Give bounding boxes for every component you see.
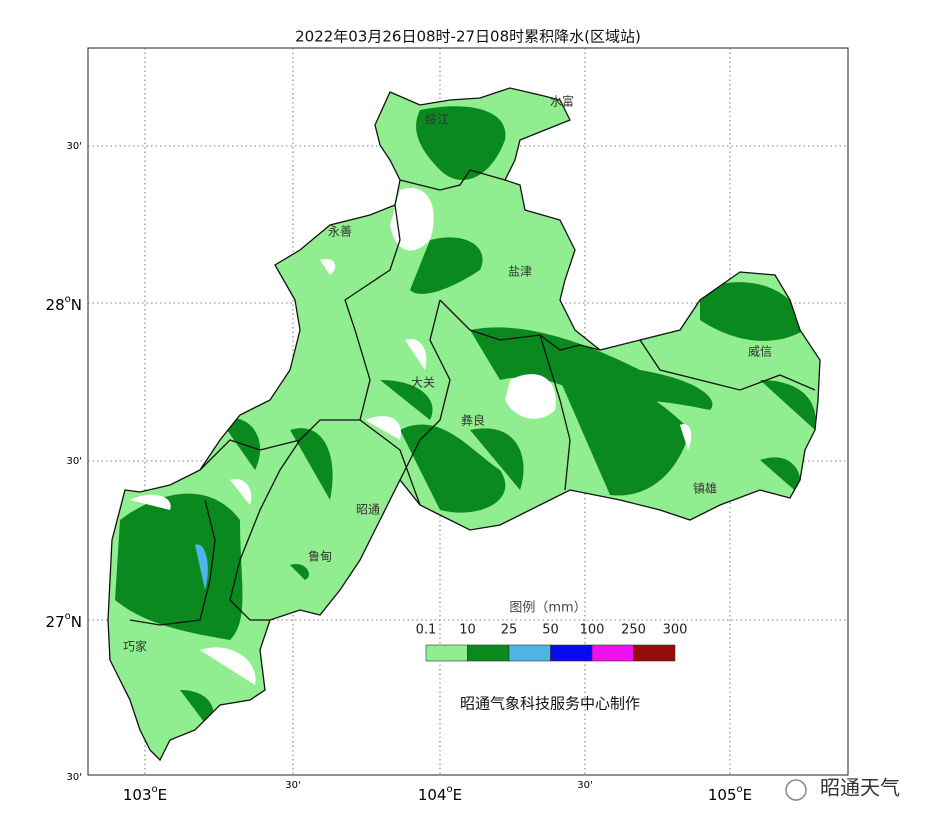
legend-swatch [633, 644, 676, 662]
place-label: 水富 [550, 94, 574, 109]
lon-label: 103oE [123, 784, 167, 804]
place-label: 永善 [328, 224, 352, 239]
lon-label: 105oE [708, 784, 752, 804]
legend-swatch [425, 644, 468, 662]
legend-label: 25 [501, 623, 518, 638]
watermark: 昭通天气 [820, 776, 900, 800]
place-label: 威信 [748, 345, 772, 359]
place-label: 绥江 [425, 113, 449, 127]
legend-swatch [467, 644, 510, 662]
tick-labels: 103oE 30' 104oE 30' 105oE 30' 28oN 30' 2… [46, 141, 753, 804]
legend-label: 250 [621, 623, 646, 638]
legend-label: 50 [542, 623, 559, 638]
legend-swatch [550, 644, 593, 662]
legend-label: 0.1 [416, 623, 437, 638]
lat-label: 30' [67, 141, 82, 152]
place-label: 大关 [411, 376, 435, 390]
legend-label: 100 [580, 623, 605, 638]
legend-title: 图例（mm） [509, 601, 586, 616]
lon-label: 30' [285, 780, 300, 791]
place-label: 巧家 [123, 639, 147, 654]
legend-swatch [591, 644, 634, 662]
place-label: 昭通 [356, 503, 380, 517]
place-label: 镇雄 [693, 481, 717, 496]
legend: 0.1 10 25 50 100 250 300 [416, 623, 688, 662]
credit: 昭通气象科技服务中心制作 [460, 695, 640, 713]
place-label: 彝良 [461, 413, 485, 428]
legend-label: 300 [663, 623, 688, 638]
lat-label: 30' [67, 456, 82, 467]
watermark-icon [785, 779, 807, 801]
county-boundaries [107, 87, 821, 761]
place-label: 盐津 [508, 265, 532, 279]
lat-label: 28oN [46, 294, 82, 314]
rain-patches [115, 106, 816, 730]
lon-label: 30' [577, 780, 592, 791]
place-label: 鲁甸 [308, 550, 332, 564]
legend-swatch [508, 644, 551, 662]
lat-label: 27oN [46, 611, 82, 631]
map-title: 2022年03月26日08时-27日08时累积降水(区域站) [295, 28, 641, 46]
lat-label: 30' [67, 772, 82, 783]
lon-label: 104oE [418, 784, 462, 804]
legend-label: 10 [459, 623, 476, 638]
